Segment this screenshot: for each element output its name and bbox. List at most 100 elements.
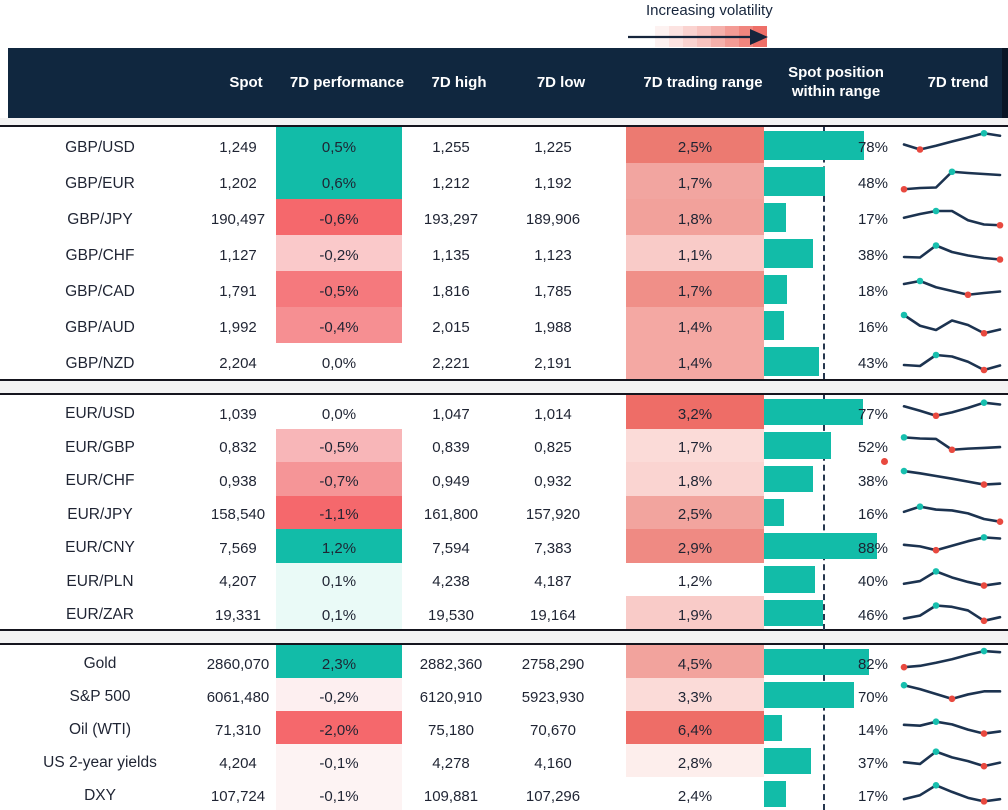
- low-value: 1,988: [534, 319, 572, 336]
- spot-position-cell: 38%: [764, 235, 892, 276]
- header-7d-trend[interactable]: 7D trend: [927, 73, 989, 91]
- performance-cell: 0,6%: [276, 163, 402, 204]
- max-dot: [900, 681, 908, 689]
- table-row[interactable]: GBP/EUR 1,202 0,6% 1,212 1,192 1,7% 48%: [0, 163, 1008, 204]
- trend-sparkline-cell: [892, 678, 1008, 716]
- trend-sparkline: [900, 311, 1002, 337]
- high-value: 0,949: [432, 472, 470, 490]
- performance-cell: 0,1%: [276, 596, 402, 635]
- trading-range-cell-wrap: 2,9%: [606, 529, 764, 568]
- table-row[interactable]: DXY 107,724 -0,1% 109,881 107,296 2,4% 17%: [0, 777, 1008, 810]
- performance-cell: -1,1%: [276, 495, 402, 534]
- trading-range-cell-wrap: 1,7%: [606, 163, 764, 204]
- trend-sparkline: [902, 748, 1002, 770]
- stray-min-dot: [881, 458, 888, 465]
- trading-range-cell: 1,1%: [626, 235, 764, 276]
- table-row[interactable]: EUR/USD 1,039 0,0% 1,047 1,014 3,2% 77%: [0, 395, 1008, 434]
- table-row[interactable]: GBP/AUD 1,992 -0,4% 2,015 1,988 1,4% 16%: [0, 307, 1008, 348]
- min-dot: [980, 366, 988, 374]
- spot-position-cell: 17%: [764, 199, 892, 240]
- table-row[interactable]: Oil (WTI) 71,310 -2,0% 75,180 70,670 6,4% 14%: [0, 711, 1008, 749]
- max-dot: [980, 399, 988, 406]
- row-label: GBP/EUR: [65, 174, 135, 192]
- header-spot[interactable]: Spot: [229, 73, 263, 91]
- trading-range-cell-wrap: 1,4%: [606, 343, 764, 384]
- high-value: 2,015: [432, 319, 470, 336]
- min-dot: [980, 581, 988, 589]
- spot-position-bar: [764, 499, 785, 526]
- table-row[interactable]: EUR/JPY 158,540 -1,1% 161,800 157,920 2,5% 16%: [0, 495, 1008, 534]
- spot-value: 1,992: [219, 319, 257, 336]
- min-dot: [916, 146, 924, 153]
- trading-range-cell: 2,9%: [626, 529, 764, 568]
- trend-sparkline-cell: [892, 711, 1008, 749]
- spot-position-cell: 52%: [764, 429, 892, 468]
- spot-position-bar: [764, 648, 869, 675]
- row-label: GBP/USD: [65, 138, 135, 156]
- table-row[interactable]: EUR/CNY 7,569 1,2% 7,594 7,383 2,9% 88%: [0, 529, 1008, 568]
- table-row[interactable]: Gold 2860,070 2,3% 2882,360 2758,290 4,5% 82%: [0, 645, 1008, 683]
- row-label: GBP/CHF: [65, 246, 135, 264]
- table-row[interactable]: EUR/ZAR 19,331 0,1% 19,530 19,164 1,9% 46%: [0, 596, 1008, 635]
- high-value: 161,800: [423, 506, 479, 524]
- table-row[interactable]: EUR/GBP 0,832 -0,5% 0,839 0,825 1,7% 52%: [0, 428, 1008, 467]
- trend-sparkline-cell: [892, 744, 1008, 782]
- range-midpoint-dashed-line: [823, 395, 825, 630]
- performance-cell: -0,4%: [276, 307, 402, 348]
- header-spot-position[interactable]: Spot position within range: [788, 64, 884, 100]
- table-row[interactable]: GBP/JPY 190,497 -0,6% 193,297 189,906 1,8% 17%: [0, 199, 1008, 240]
- table-row[interactable]: GBP/USD 1,249 0,5% 1,255 1,225 2,5% 78%: [0, 127, 1008, 168]
- high-value: 1,255: [432, 139, 470, 156]
- spot-value: 1,127: [219, 247, 257, 264]
- table-row[interactable]: EUR/CHF 0,938 -0,7% 0,949 0,932 1,8% 38%: [0, 458, 1008, 501]
- spot-value: 1,202: [219, 175, 257, 192]
- spot-position-cell: 38%: [764, 462, 892, 501]
- row-label: US 2-year yields: [43, 754, 157, 771]
- header-7d-performance[interactable]: 7D performance: [289, 73, 405, 91]
- trend-sparkline-cell: [892, 529, 1008, 568]
- high-value: 1,047: [432, 405, 470, 423]
- table-row[interactable]: EUR/PLN 4,207 0,1% 4,238 4,187 1,2% 40%: [0, 562, 1008, 601]
- performance-cell: -0,7%: [276, 462, 402, 501]
- trading-range-cell-wrap: 2,5%: [606, 495, 764, 534]
- max-dot: [900, 467, 908, 475]
- spot-position-label: 14%: [857, 721, 888, 739]
- high-value: 1,816: [432, 283, 470, 300]
- spot-position-label: 78%: [857, 139, 888, 156]
- trading-range-cell: 1,7%: [626, 271, 764, 312]
- spot-value: 1,249: [219, 139, 257, 156]
- table-row[interactable]: GBP/CHF 1,127 -0,2% 1,135 1,123 1,1% 38%: [0, 235, 1008, 276]
- low-value: 2,191: [534, 355, 572, 372]
- header-7d-high[interactable]: 7D high: [431, 73, 487, 91]
- trading-range-cell: 1,9%: [626, 596, 764, 635]
- table-row[interactable]: US 2-year yields 4,204 -0,1% 4,278 4,160 2,8%…: [0, 744, 1008, 782]
- spot-position-label: 17%: [857, 787, 888, 805]
- table-row[interactable]: GBP/NZD 2,204 0,0% 2,221 2,191 1,4% 43%: [0, 343, 1008, 384]
- min-dot: [948, 445, 956, 453]
- trading-range-cell-wrap: 1,8%: [606, 462, 764, 501]
- trend-sparkline: [902, 351, 1002, 374]
- trading-range-cell: 2,8%: [626, 744, 764, 782]
- trading-range-cell: 1,4%: [626, 307, 764, 348]
- spot-position-cell: 43%: [764, 343, 892, 384]
- table-row[interactable]: GBP/CAD 1,791 -0,5% 1,816 1,785 1,7% 18%: [0, 271, 1008, 312]
- min-dot: [980, 762, 988, 770]
- performance-cell: -0,1%: [276, 777, 402, 810]
- low-value: 157,920: [525, 506, 581, 524]
- trend-sparkline: [900, 433, 1002, 453]
- spot-position-label: 16%: [857, 506, 888, 524]
- header-7d-low[interactable]: 7D low: [536, 73, 586, 91]
- high-value: 4,278: [432, 754, 470, 772]
- performance-cell: -0,1%: [276, 744, 402, 782]
- spot-position-label: 16%: [857, 319, 888, 336]
- spot-value: 2860,070: [206, 655, 270, 673]
- min-dot: [980, 617, 988, 625]
- spot-position-label: 37%: [857, 754, 888, 772]
- high-value: 19,530: [428, 606, 474, 624]
- table-row[interactable]: S&P 500 6061,480 -0,2% 6120,910 5923,930 3,3%…: [0, 678, 1008, 716]
- min-dot: [980, 481, 988, 488]
- header-7d-trading-range[interactable]: 7D trading range: [643, 73, 763, 91]
- high-value: 109,881: [423, 787, 479, 805]
- trading-range-cell: 1,7%: [626, 163, 764, 204]
- trend-sparkline-cell: [892, 429, 1008, 468]
